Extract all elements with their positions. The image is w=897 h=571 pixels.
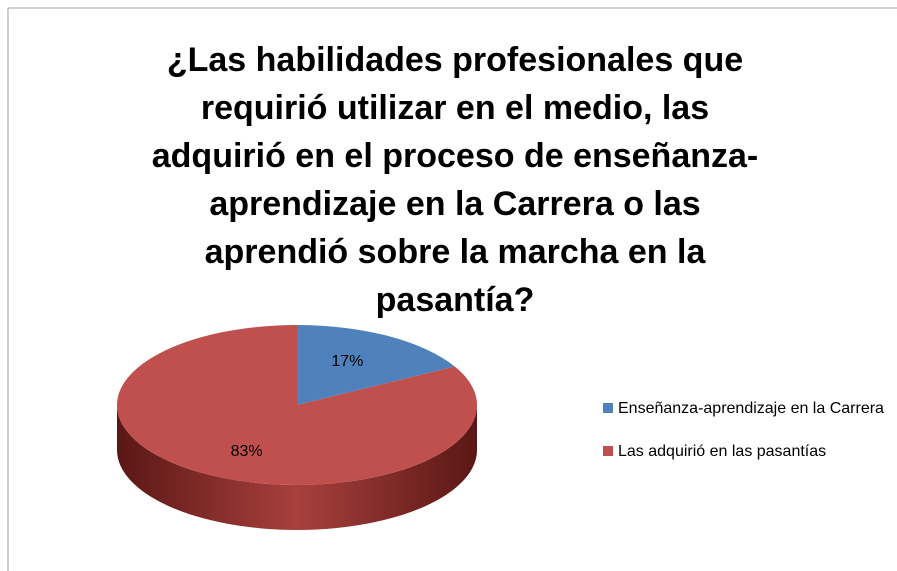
- legend-swatch: [603, 403, 613, 413]
- legend-label: Las adquirió en las pasantías: [618, 443, 827, 460]
- data-label: 17%: [331, 353, 363, 370]
- data-label: 83%: [231, 443, 263, 460]
- pie-slice-side: [117, 405, 477, 530]
- pie-slice: [116, 325, 477, 486]
- chart-title: ¿Las habilidades profesionales que requi…: [151, 41, 759, 319]
- legend-swatch: [603, 446, 613, 456]
- legend-label: Enseñanza-aprendizaje en la Carrera: [618, 400, 884, 417]
- pie-slice: [297, 325, 455, 405]
